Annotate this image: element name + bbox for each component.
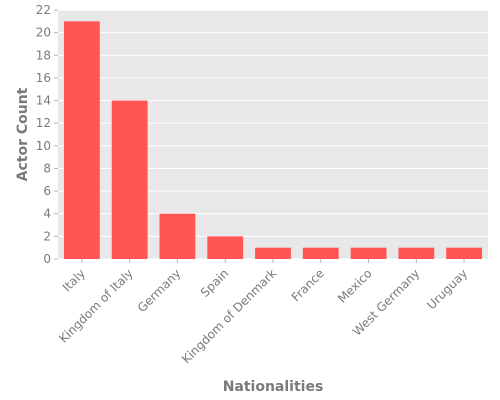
x-tick-label: Kingdom of Denmark [179, 266, 279, 366]
bar-spain[interactable] [207, 236, 244, 259]
x-tick-label: Italy [60, 266, 88, 294]
bars [63, 21, 483, 260]
y-tick-label: 22 [36, 3, 51, 17]
bar-west-germany[interactable] [398, 247, 435, 259]
x-tick-label: France [289, 266, 327, 304]
y-tick-label: 0 [43, 252, 51, 266]
y-tick-label: 18 [36, 48, 51, 62]
x-tick-label: Spain [198, 266, 232, 300]
y-tick-label: 20 [36, 26, 51, 40]
bar-italy[interactable] [63, 21, 100, 260]
y-tick-label: 16 [36, 71, 51, 85]
y-axis-ticks: 0 2 4 6 8 10 12 14 16 18 20 22 [36, 3, 58, 266]
y-tick-label: 2 [43, 229, 51, 243]
y-tick-label: 8 [43, 161, 51, 175]
bar-uruguay[interactable] [446, 247, 483, 259]
y-tick-label: 6 [43, 184, 51, 198]
bar-germany[interactable] [159, 213, 196, 259]
x-tick-label: Mexico [335, 266, 375, 306]
y-tick-label: 4 [43, 207, 51, 221]
bar-mexico[interactable] [350, 247, 387, 259]
x-tick-label: Germany [135, 266, 184, 315]
bar-kingdom-of-italy[interactable] [111, 100, 148, 259]
y-tick-label: 12 [36, 116, 51, 130]
x-axis-title: Nationalities [223, 379, 324, 395]
y-axis-title: Actor Count [15, 87, 31, 181]
y-tick-label: 10 [36, 139, 51, 153]
bar-france[interactable] [302, 247, 339, 259]
x-tick-label: Uruguay [424, 266, 470, 312]
bar-kingdom-of-denmark[interactable] [255, 247, 291, 259]
y-tick-label: 14 [36, 94, 51, 108]
